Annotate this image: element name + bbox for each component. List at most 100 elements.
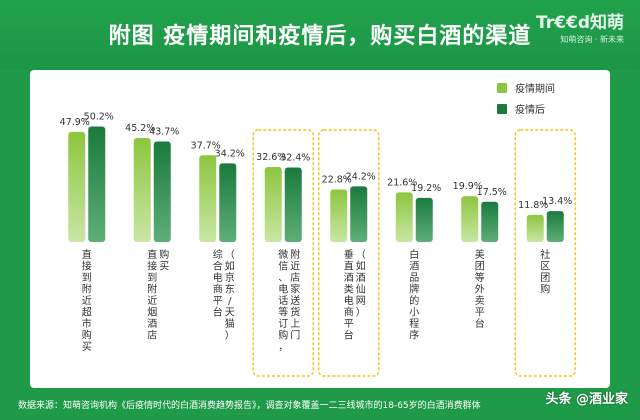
category-label-char: ） xyxy=(356,307,366,319)
category-label-char: 网 xyxy=(356,295,366,307)
category-label-char: 卖 xyxy=(475,295,485,307)
data-label-after: 13.4% xyxy=(542,196,572,207)
data-label-after: 34.2% xyxy=(215,148,245,159)
category-label-char: 电 xyxy=(344,294,354,307)
bar-after xyxy=(88,126,106,242)
category-label-char: 台 xyxy=(213,306,223,319)
category-label-char: 台 xyxy=(344,329,354,342)
data-label-during: 37.7% xyxy=(191,140,221,151)
category-label-char: 送 xyxy=(290,294,300,307)
category-label-char: 牌 xyxy=(409,283,419,296)
category-label-char: 买 xyxy=(82,341,92,353)
category-label-char: 垂 xyxy=(344,249,354,261)
data-label-after: 32.4% xyxy=(280,152,310,163)
category-label-char: 近 xyxy=(82,294,92,307)
category-label-char: 购 xyxy=(540,283,550,296)
category-label-char: 附 xyxy=(147,283,157,296)
bar-after xyxy=(219,163,237,242)
data-label-after: 50.2% xyxy=(84,112,114,123)
category-label-char: 类 xyxy=(344,283,354,296)
logo-tagline: 知萌咨询 · 新未来 xyxy=(560,35,624,44)
category-label-char: 酒 xyxy=(147,318,157,330)
category-label-char: 直 xyxy=(82,248,92,261)
category-label-char: 如 xyxy=(356,260,366,273)
category-label-char: 附 xyxy=(290,248,300,261)
category-label-char: （ xyxy=(225,249,235,261)
category-label-char: 超 xyxy=(82,306,92,319)
brand-logo: Tr€€d知萌 知萌咨询 · 新未来 xyxy=(536,8,624,45)
category-label-char: 团 xyxy=(540,272,550,284)
bar-after xyxy=(546,211,564,242)
bar-during xyxy=(199,155,217,242)
category-label-char: 家 xyxy=(290,283,300,296)
bar-during xyxy=(68,131,86,242)
bar-during xyxy=(264,167,282,242)
category-label-char: 社 xyxy=(540,248,550,261)
category-label-char: 平 xyxy=(344,319,354,330)
category-label-char: 台 xyxy=(475,317,485,330)
category-label-char: 近 xyxy=(290,260,300,273)
category-label-char: 小 xyxy=(409,307,419,319)
category-label-char: 的 xyxy=(409,294,419,307)
bar-after xyxy=(415,197,433,242)
category-label-char: 京 xyxy=(225,271,235,284)
bar-after xyxy=(153,141,171,242)
bar-during xyxy=(330,189,348,242)
data-label-after: 24.2% xyxy=(346,171,376,182)
category-label-char: 酒 xyxy=(344,272,354,284)
watermark: 头条 @酒业家 xyxy=(545,392,628,407)
bar-during xyxy=(133,138,151,242)
data-label-during: 22.8% xyxy=(322,175,352,186)
category-label-char: 商 xyxy=(344,306,354,319)
legend-swatch-during xyxy=(497,83,507,93)
data-label-during: 47.9% xyxy=(60,117,90,128)
category-label-char: 附 xyxy=(82,283,92,296)
highlight-box xyxy=(318,129,380,377)
highlight-box xyxy=(514,129,576,377)
category-label-char: 到 xyxy=(82,272,92,284)
bar-after xyxy=(481,201,499,242)
category-label-char: 商 xyxy=(213,283,223,296)
category-label-char: 如 xyxy=(225,260,235,273)
data-label-after: 43.7% xyxy=(149,126,179,137)
category-label-char: 酒 xyxy=(409,261,419,273)
category-label-char: ） xyxy=(225,330,235,342)
category-label-char: 猫 xyxy=(225,317,235,330)
category-label-char: 、 xyxy=(278,273,288,284)
data-label-during: 19.9% xyxy=(453,181,483,192)
bar-after xyxy=(284,167,302,242)
category-label-char: 货 xyxy=(290,306,300,319)
data-source-note: 数据来源：知萌咨询机构《后疫情时代的白酒消费趋势报告》，调查对象覆盖一二三线城市… xyxy=(18,401,481,411)
category-label-char: 仙 xyxy=(356,283,366,296)
legend-label-after: 疫情后 xyxy=(515,103,545,116)
category-label-char: 美 xyxy=(475,248,485,261)
category-label-char: 等 xyxy=(278,306,288,319)
category-label-char: / xyxy=(228,296,232,307)
logo-text: Tr€€d知萌 xyxy=(536,13,624,33)
category-label-char: 到 xyxy=(147,272,157,284)
category-label-char: 酒 xyxy=(356,272,366,284)
category-label-char: 白 xyxy=(409,248,419,261)
category-label-char: 品 xyxy=(409,272,419,284)
bar-chart: 47.9%50.2% 45.2%43.7% 37.7%34.2% 32.6%32.4%… xyxy=(60,82,576,377)
category-label-char: 直 xyxy=(147,248,157,261)
header-band xyxy=(0,0,640,70)
highlight-box xyxy=(252,129,314,377)
bar-during xyxy=(395,192,413,242)
category-label-char: 程 xyxy=(409,318,419,330)
category-label-char: 合 xyxy=(213,260,223,273)
category-label-char: （ xyxy=(356,249,366,261)
data-label-during: 32.6% xyxy=(256,152,286,163)
category-label-char: 购 xyxy=(82,329,92,342)
category-label-char: 上 xyxy=(290,318,300,330)
data-label-during: 11.8% xyxy=(518,200,548,211)
data-label-after: 19.2% xyxy=(411,183,441,194)
bar-after xyxy=(350,186,368,242)
legend-label-during: 疫情期间 xyxy=(515,82,555,95)
category-label-char: 综 xyxy=(213,248,223,261)
category-label-char: 外 xyxy=(475,284,485,296)
page-title: 附图 疫情期间和疫情后，购买白酒的渠道 xyxy=(108,24,532,49)
category-label-char: 信 xyxy=(278,261,288,273)
category-label-char: 门 xyxy=(290,329,300,342)
category-label-char: 话 xyxy=(278,295,288,307)
